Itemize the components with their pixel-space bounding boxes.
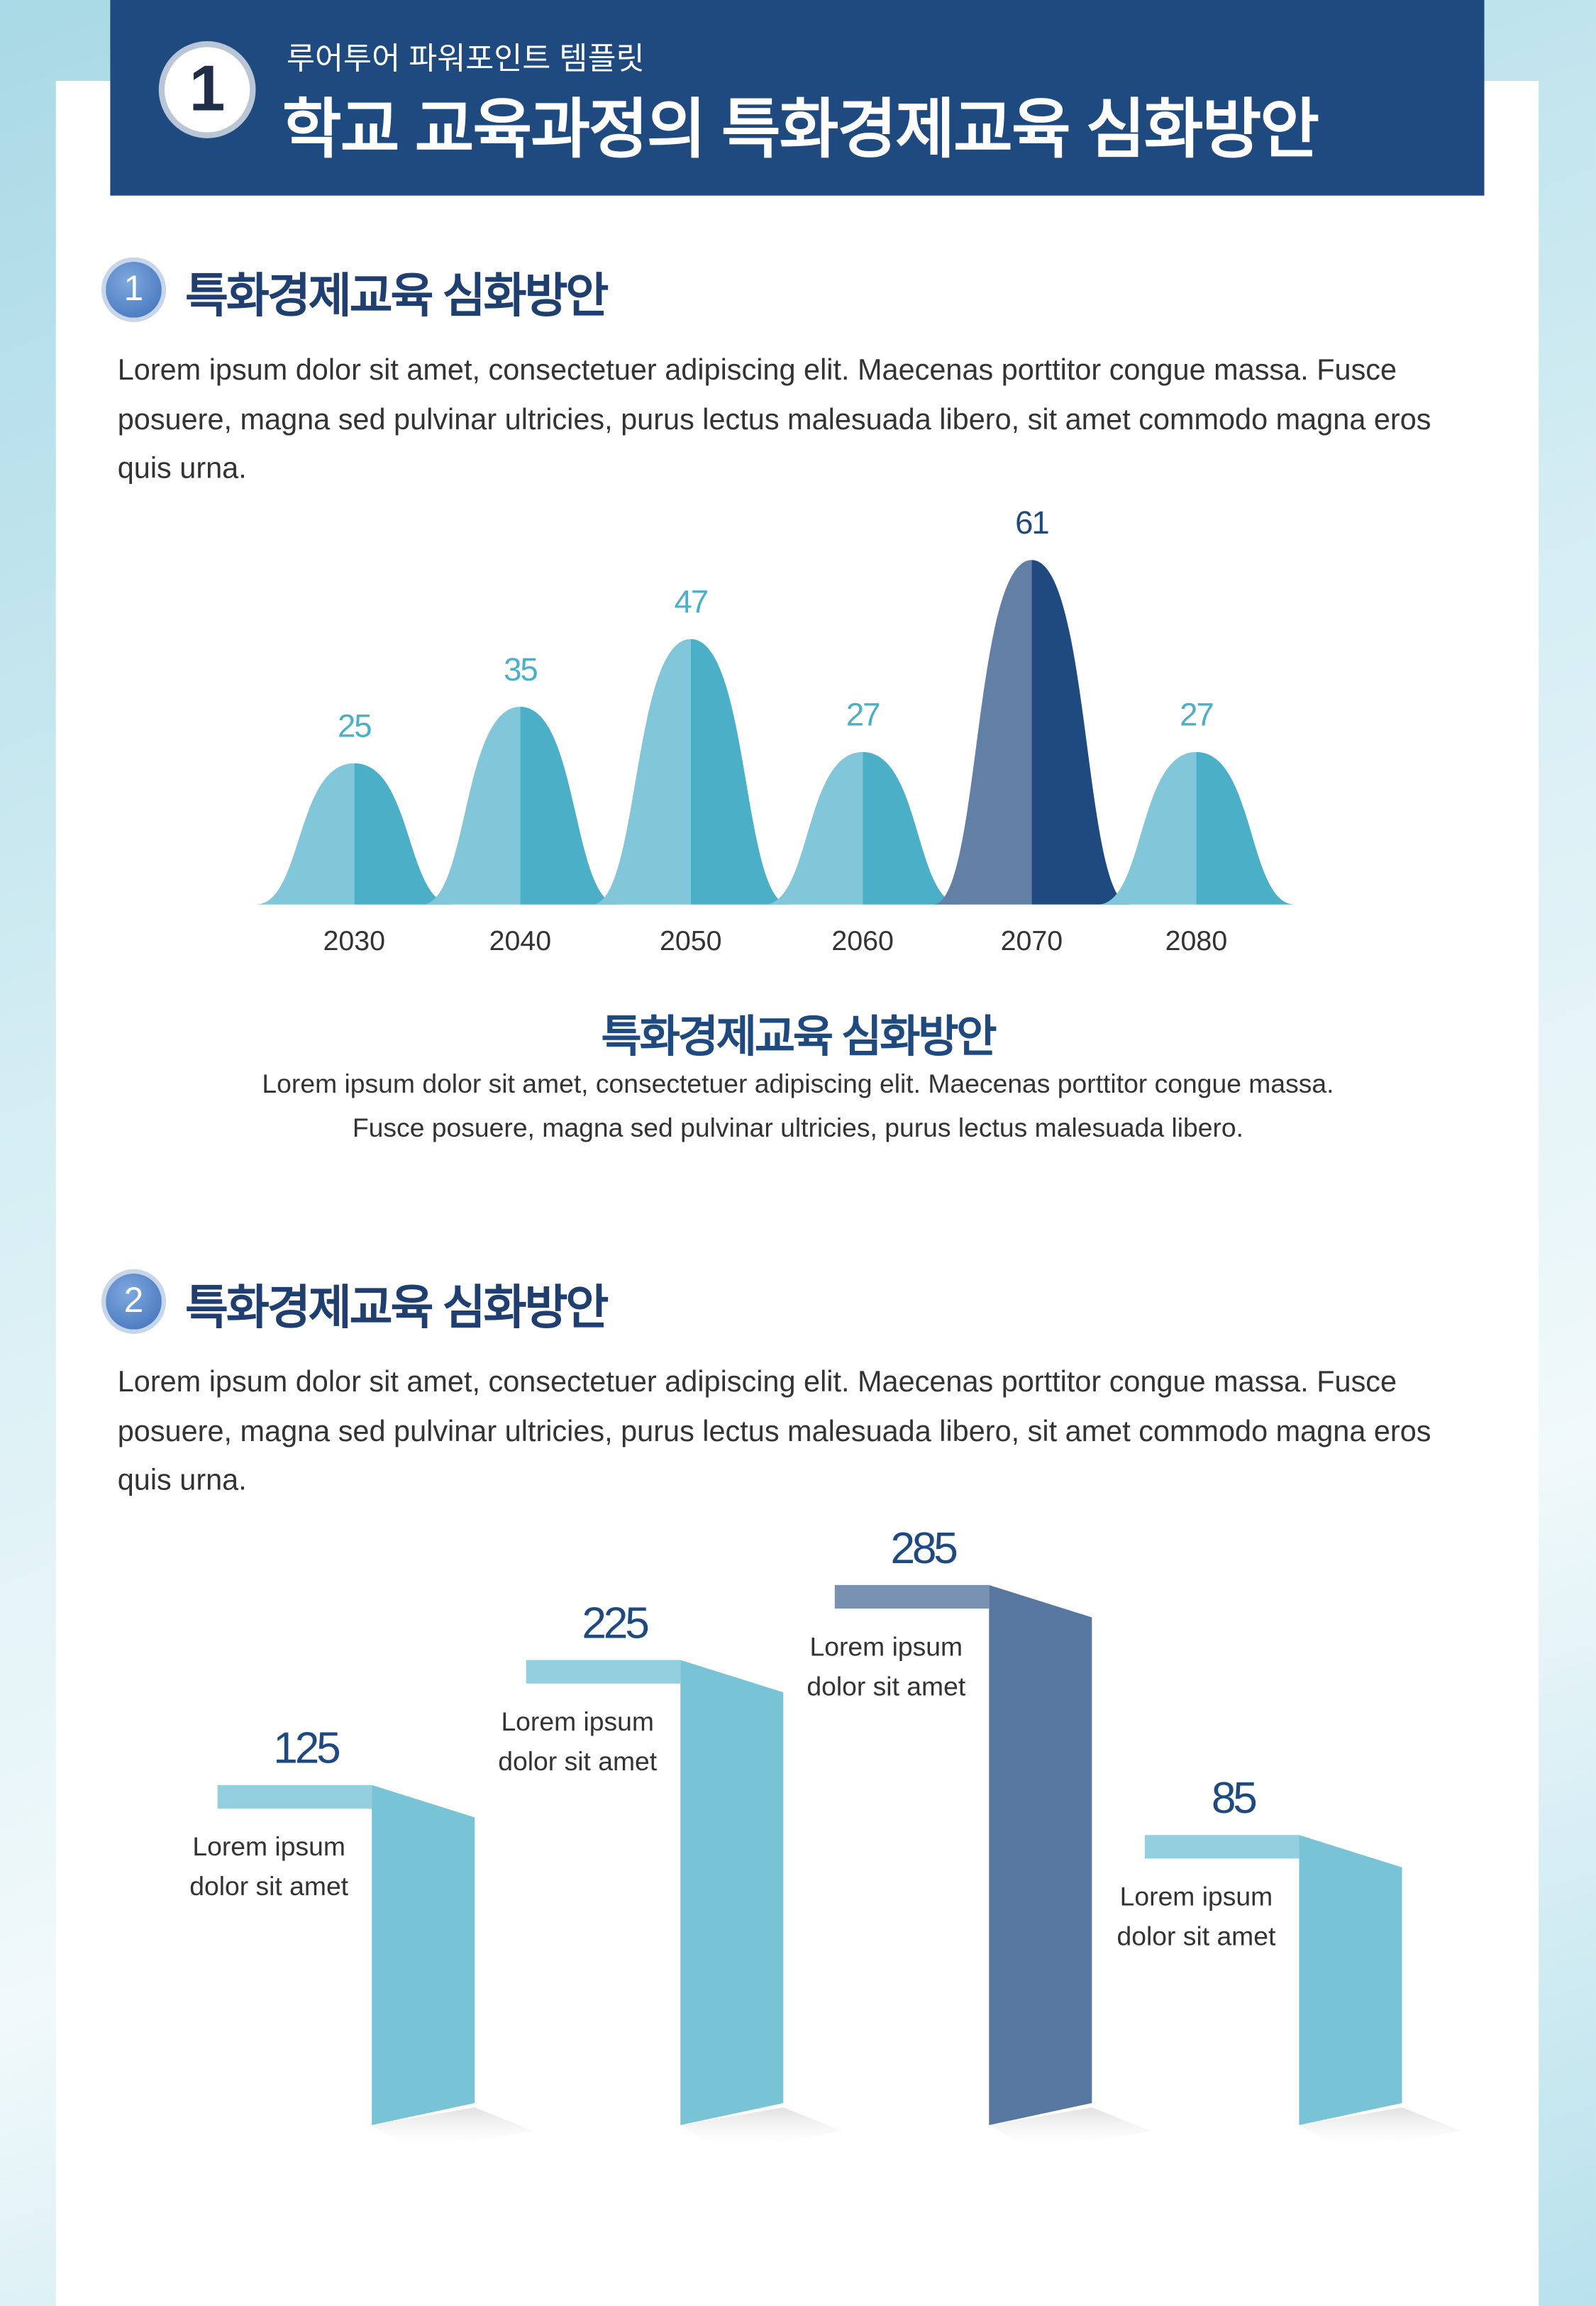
step-wall	[989, 1584, 1092, 2126]
step-label: dolor sit amet	[189, 1871, 348, 1901]
step-shadow	[989, 2107, 1151, 2152]
step-wall	[372, 1784, 475, 2126]
bell-left	[933, 560, 1032, 905]
value-label: 47	[674, 583, 707, 619]
value-label: 35	[504, 651, 537, 688]
bell-right	[520, 707, 619, 905]
step-label: Lorem ipsum	[501, 1706, 654, 1736]
header-badge: 1	[158, 41, 256, 138]
value-label: 285	[890, 1524, 956, 1573]
bell-right	[354, 763, 453, 905]
section-number: 1	[101, 257, 167, 322]
panel	[55, 80, 1539, 2306]
bell-right	[863, 751, 961, 905]
step-shadow	[372, 2107, 534, 2152]
header-title: 학교 교육과정의 특화경제교육 심화방안	[282, 94, 1319, 167]
value-label: 27	[1180, 696, 1213, 732]
caption-line: Lorem ipsum dolor sit amet, consectetuer…	[262, 1069, 1334, 1099]
step-plank	[834, 1584, 990, 1609]
step-label: Lorem ipsum	[1120, 1882, 1273, 1911]
caption-title: 특화경제교육 심화방안	[601, 1013, 997, 1062]
step-plank	[526, 1660, 681, 1684]
bell-left	[1097, 751, 1197, 905]
section-heading: 특화경제교육 심화방안	[185, 1281, 609, 1334]
bell-left	[764, 751, 863, 905]
bell-left	[592, 639, 691, 905]
value-label: 25	[338, 707, 371, 744]
bell-left	[255, 763, 355, 905]
step-wall	[1299, 1835, 1402, 2126]
step-label: Lorem ipsum	[810, 1631, 963, 1661]
bell-left	[421, 707, 521, 905]
bell-right	[1196, 751, 1295, 905]
step-plank	[217, 1784, 372, 1809]
step-wall	[680, 1660, 784, 2126]
category-label: 2080	[1165, 925, 1228, 956]
header-subtitle: 루어투어 파워포인트 템플릿	[287, 43, 645, 77]
value-label: 61	[1015, 504, 1048, 541]
section-body: Lorem ipsum dolor sit amet, consectetuer…	[117, 354, 1431, 485]
caption-line: Fusce posuere, magna sed pulvinar ultric…	[352, 1113, 1244, 1143]
header-band	[110, 0, 1485, 196]
bell-right	[1031, 560, 1131, 905]
step-label: Lorem ipsum	[192, 1831, 345, 1861]
section-body: Lorem ipsum dolor sit amet, consectetuer…	[117, 1366, 1431, 1498]
step-label: dolor sit amet	[1117, 1921, 1276, 1951]
value-label: 27	[846, 696, 880, 732]
category-label: 2050	[660, 925, 722, 956]
category-label: 2040	[489, 925, 552, 956]
category-label: 2070	[1001, 925, 1063, 956]
value-label: 225	[582, 1599, 648, 1648]
step-label: dolor sit amet	[807, 1671, 965, 1701]
step-shadow	[1299, 2107, 1461, 2152]
bell-right	[690, 639, 789, 905]
category-label: 2030	[323, 925, 386, 956]
step-label: dolor sit amet	[498, 1746, 657, 1776]
value-label: 85	[1212, 1774, 1256, 1823]
step-shadow	[680, 2107, 843, 2152]
section-number: 2	[101, 1269, 167, 1334]
step-plank	[1144, 1835, 1299, 1859]
category-label: 2060	[831, 925, 894, 956]
value-label: 125	[273, 1724, 339, 1773]
section-heading: 특화경제교육 심화방안	[185, 269, 609, 322]
